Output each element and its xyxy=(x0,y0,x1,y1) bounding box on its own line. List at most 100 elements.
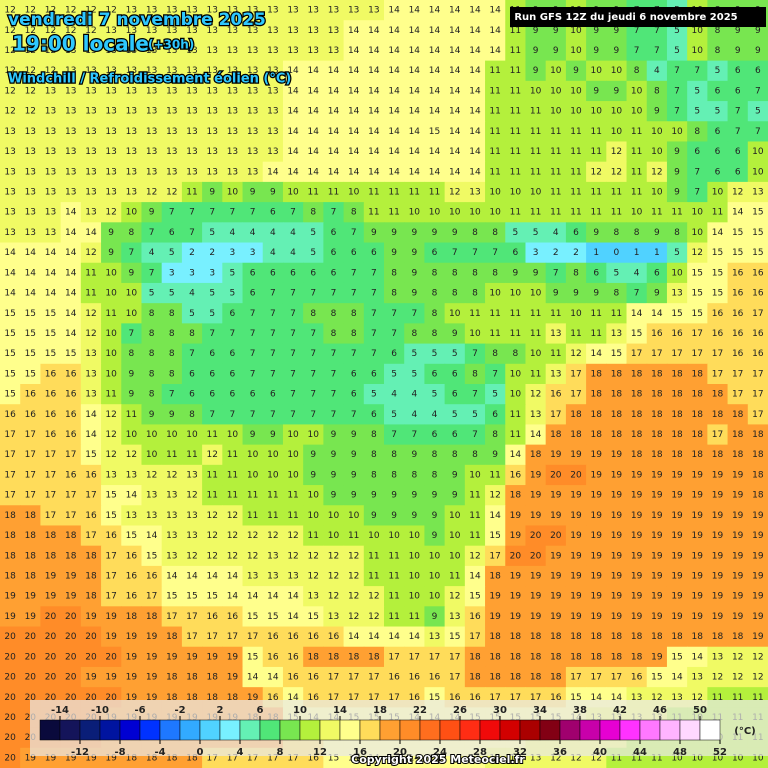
cell xyxy=(646,666,668,688)
value: 5 xyxy=(371,390,377,400)
value: 11 xyxy=(489,167,500,177)
cell xyxy=(525,565,547,587)
cell xyxy=(202,565,223,587)
value: 7 xyxy=(230,329,236,339)
tick-label: 24 xyxy=(433,747,447,758)
cell xyxy=(242,343,264,365)
cell xyxy=(242,485,264,506)
cell xyxy=(222,404,244,425)
date: vendredi 7 novembre 2025 xyxy=(8,10,266,30)
cell xyxy=(141,545,163,567)
value: 7 xyxy=(270,369,276,379)
cell xyxy=(565,545,587,567)
cell xyxy=(101,404,122,425)
cell xyxy=(323,626,345,648)
value: 11 xyxy=(489,147,500,157)
cell xyxy=(707,363,729,385)
cell xyxy=(727,80,749,102)
cell xyxy=(505,485,526,506)
value: 7 xyxy=(371,268,377,278)
value: 18 xyxy=(671,369,683,379)
cell xyxy=(40,586,62,607)
cell xyxy=(727,586,749,607)
cell xyxy=(121,141,142,163)
cell xyxy=(424,586,446,607)
value: 3 xyxy=(250,248,256,258)
value: 12 xyxy=(348,592,359,602)
cell xyxy=(525,242,547,264)
value: 12 xyxy=(732,188,743,198)
value: 19 xyxy=(570,572,582,582)
value: 13 xyxy=(267,107,278,117)
value: 7 xyxy=(149,268,155,278)
cell xyxy=(586,505,607,526)
value: 13 xyxy=(166,167,177,177)
value: 13 xyxy=(45,208,56,218)
cell xyxy=(444,545,466,567)
cell xyxy=(343,0,365,21)
cell xyxy=(141,424,163,446)
value: 17 xyxy=(105,592,116,602)
value: 6 xyxy=(513,248,519,258)
cell xyxy=(121,525,142,547)
value: 8 xyxy=(492,228,498,238)
cell xyxy=(525,323,547,345)
cell xyxy=(80,40,102,62)
cell xyxy=(687,525,708,547)
value: 12 xyxy=(85,329,96,339)
value: 18 xyxy=(651,410,663,420)
value: 13 xyxy=(45,86,56,96)
value: 9 xyxy=(351,450,357,460)
colorbar-box xyxy=(559,719,581,741)
value: 10 xyxy=(651,188,663,198)
cell xyxy=(687,586,708,607)
value: 14 xyxy=(388,66,400,76)
value: 10 xyxy=(449,511,461,521)
value: 14 xyxy=(85,430,97,440)
cell xyxy=(343,485,365,506)
cell xyxy=(303,424,324,446)
value: 13 xyxy=(65,107,76,117)
value: 6 xyxy=(290,268,296,278)
cell xyxy=(282,101,304,122)
value: 8 xyxy=(432,329,438,339)
cell xyxy=(424,40,446,62)
cell xyxy=(586,464,607,486)
cell xyxy=(505,101,526,122)
value: 11 xyxy=(368,572,379,582)
cell xyxy=(646,485,668,506)
cell xyxy=(485,101,506,122)
value: 6 xyxy=(230,390,236,400)
value: 15 xyxy=(429,127,440,137)
value: 14 xyxy=(267,592,279,602)
cell xyxy=(586,444,607,466)
cell xyxy=(505,424,526,446)
tick-label: 46 xyxy=(653,705,667,716)
cell xyxy=(343,343,365,365)
cell xyxy=(202,646,223,668)
value: 9 xyxy=(614,86,620,96)
cell xyxy=(161,80,183,102)
value: 15 xyxy=(146,551,157,561)
cell xyxy=(121,20,142,41)
value: 14 xyxy=(247,592,259,602)
cell xyxy=(0,262,21,284)
value: 7 xyxy=(472,349,478,359)
value: 13 xyxy=(186,531,197,541)
cell xyxy=(222,444,244,466)
value: 13 xyxy=(65,188,76,198)
value: 17 xyxy=(25,430,36,440)
cell xyxy=(323,262,345,284)
cell xyxy=(20,586,41,607)
cell xyxy=(363,101,385,122)
cell xyxy=(0,404,21,425)
value: 20 xyxy=(550,531,562,541)
value: 14 xyxy=(368,86,380,96)
value: 12 xyxy=(449,188,460,198)
cell xyxy=(404,464,425,486)
value: 10 xyxy=(287,430,299,440)
cell xyxy=(545,586,567,607)
value: 7 xyxy=(674,86,680,96)
value: 13 xyxy=(166,511,177,521)
cell xyxy=(565,384,587,405)
